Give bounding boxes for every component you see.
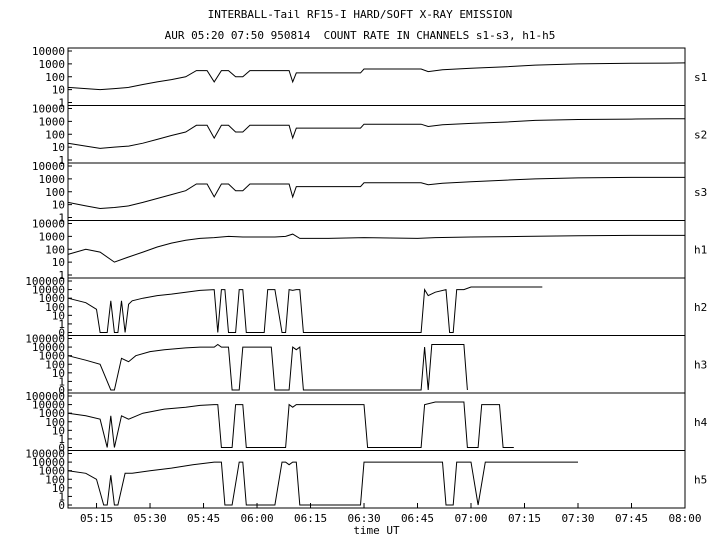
x-axis-label: time UT <box>353 524 400 537</box>
y-tick-label: 100 <box>45 128 65 141</box>
y-tick-label: 100 <box>45 416 65 429</box>
y-tick-label: 1 <box>58 212 65 225</box>
panel-label-s1: s1 <box>694 71 707 84</box>
y-tick-label: 1 <box>58 375 65 388</box>
y-tick-label: 100 <box>45 301 65 314</box>
y-tick-label: 1000 <box>39 292 66 305</box>
panel-frame-s3 <box>67 162 686 221</box>
y-tick-label: 100000 <box>25 333 65 346</box>
x-tick-label: 06:15 <box>294 512 327 525</box>
y-tick-label: 10000 <box>32 284 65 297</box>
y-tick-label: 10000 <box>32 160 65 173</box>
y-tick-label: 10000 <box>32 103 65 116</box>
y-tick-label: 1 <box>58 269 65 282</box>
x-tick-label: 08:00 <box>668 512 701 525</box>
y-tick-label: 1 <box>58 318 65 331</box>
y-tick-label: 10 <box>52 141 65 154</box>
panel-label-h5: h5 <box>694 473 707 486</box>
y-tick-label: 10 <box>52 256 65 269</box>
x-tick-label: 05:45 <box>187 512 220 525</box>
x-tick-label: 07:15 <box>508 512 541 525</box>
y-tick-label: 10 <box>52 199 65 212</box>
x-tick-label: 07:00 <box>454 512 487 525</box>
x-tick-label: 07:30 <box>561 512 594 525</box>
y-tick-label: 10000 <box>32 45 65 58</box>
y-tick-label: 10000 <box>32 399 65 412</box>
y-tick-label: 10 <box>52 309 65 322</box>
panel-frame-h3 <box>67 335 686 394</box>
panel-frame-h5 <box>67 450 686 509</box>
y-tick-label: 1000 <box>39 465 66 478</box>
y-tick-label: 1000 <box>39 58 66 71</box>
series-line-h3 <box>67 343 468 391</box>
x-tick-label: 06:45 <box>401 512 434 525</box>
y-tick-label: 1000 <box>39 230 66 243</box>
y-tick-label: 1 <box>58 154 65 167</box>
panel-frame-s1 <box>67 47 686 106</box>
series-line-s3 <box>67 176 685 210</box>
series-line-h1 <box>67 233 685 263</box>
panel-frame-h1 <box>67 220 686 279</box>
panel-frame-h2 <box>67 277 686 336</box>
y-tick-label: 1000 <box>39 350 66 363</box>
y-tick-label: 10 <box>52 84 65 97</box>
y-tick-label: 0 <box>58 499 65 512</box>
x-tick-label: 06:00 <box>240 512 273 525</box>
series-line-h4 <box>67 401 514 448</box>
y-tick-label: 1000 <box>39 407 66 420</box>
y-tick-label: 1 <box>58 433 65 446</box>
y-tick-label: 1000 <box>39 173 66 186</box>
y-tick-label: 1 <box>58 490 65 503</box>
panel-label-h2: h2 <box>694 301 707 314</box>
panel-frame-h4 <box>67 392 686 451</box>
panel-label-h1: h1 <box>694 243 707 256</box>
y-tick-label: 10 <box>52 424 65 437</box>
series-line-h2 <box>67 286 543 333</box>
chart-title: INTERBALL-Tail RF15-I HARD/SOFT X-RAY EM… <box>207 8 513 21</box>
y-tick-label: 0 <box>58 442 65 455</box>
y-tick-label: 100000 <box>25 390 65 403</box>
panel-label-s2: s2 <box>694 128 707 141</box>
x-tick-label: 07:45 <box>615 512 648 525</box>
panel-label-s3: s3 <box>694 186 707 199</box>
panel-label-h3: h3 <box>694 358 707 371</box>
y-tick-label: 100 <box>45 71 65 84</box>
y-tick-label: 10 <box>52 367 65 380</box>
series-line-s2 <box>67 118 685 149</box>
y-tick-label: 100 <box>45 186 65 199</box>
series-line-s1 <box>67 62 686 91</box>
panel-label-h4: h4 <box>694 416 708 429</box>
y-tick-label: 10 <box>52 482 65 495</box>
y-tick-label: 100000 <box>25 275 65 288</box>
y-tick-label: 10000 <box>32 341 65 354</box>
y-tick-label: 1 <box>58 97 65 110</box>
panel-frame-s2 <box>67 105 686 164</box>
x-tick-label: 05:15 <box>80 512 113 525</box>
y-tick-label: 0 <box>58 327 65 340</box>
y-tick-label: 100 <box>45 473 65 486</box>
y-tick-label: 1000 <box>39 115 66 128</box>
x-tick-label: 06:30 <box>347 512 380 525</box>
series-line-h5 <box>67 461 578 506</box>
y-tick-label: 100 <box>45 358 65 371</box>
y-tick-label: 0 <box>58 384 65 397</box>
y-tick-label: 10000 <box>32 456 65 469</box>
y-tick-label: 10000 <box>32 218 65 231</box>
y-tick-label: 100000 <box>25 448 65 461</box>
chart-subtitle: AUR 05:20 07:50 950814 COUNT RATE IN CHA… <box>164 29 556 42</box>
y-tick-label: 100 <box>45 243 65 256</box>
x-tick-label: 05:30 <box>133 512 166 525</box>
